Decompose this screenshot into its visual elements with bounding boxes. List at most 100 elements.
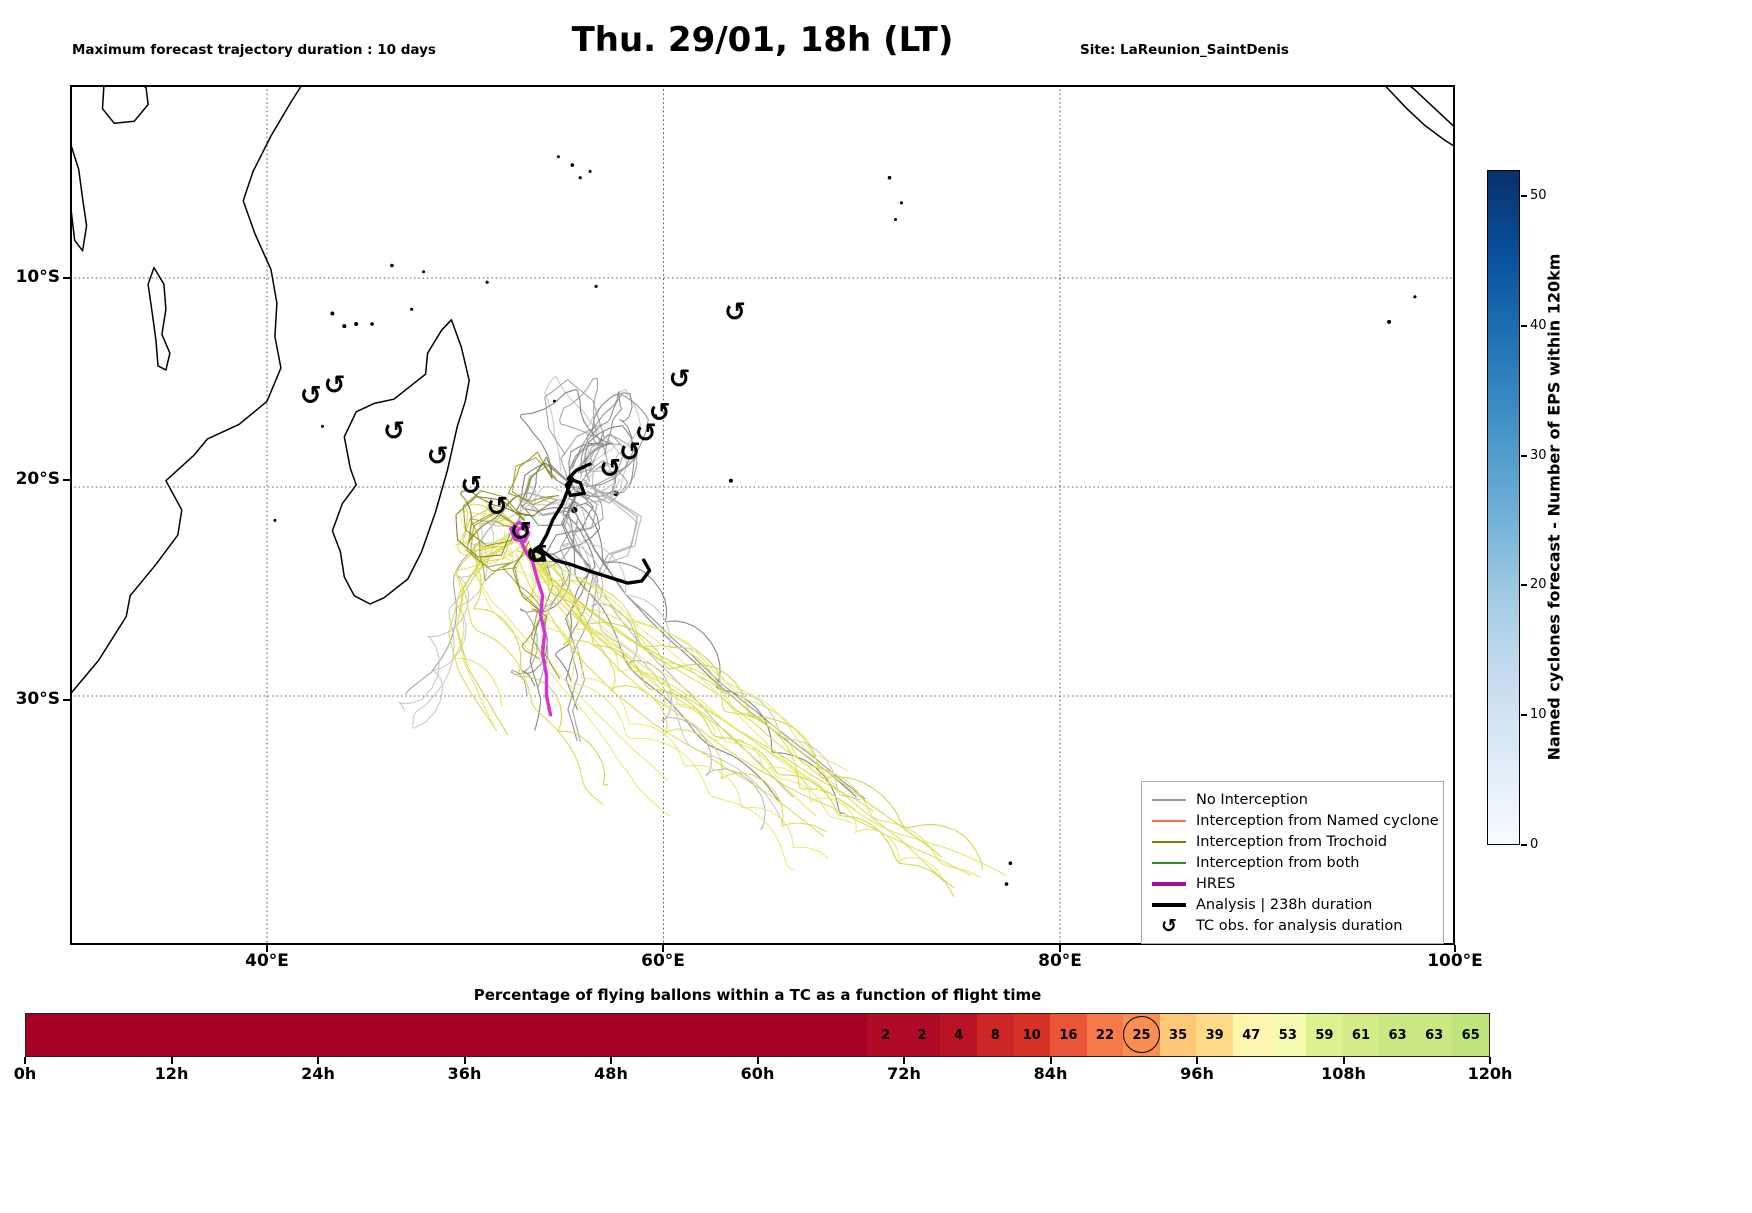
colorbar-tick-label: 50 [1530, 187, 1547, 203]
ensemble-member-interception-trochoid-yellow [472, 540, 609, 786]
ensemble-member-no-interception [544, 375, 616, 472]
ensemble-member-no-interception [568, 514, 781, 804]
ensemble-member-interception-trochoid-olive [469, 518, 530, 582]
island-dot [1387, 319, 1392, 324]
ensemble-member-interception-trochoid-olive [470, 512, 521, 572]
legend-line-swatch [1152, 798, 1186, 801]
flight-bar-cell-value: 35 [1169, 1027, 1188, 1043]
legend-item: Interception from Named cyclone [1152, 810, 1439, 831]
flight-axis-tick-mark [317, 1057, 319, 1064]
ensemble-member-no-interception [559, 377, 609, 469]
ensemble-member-interception-trochoid-olive [507, 451, 560, 502]
island-dot [354, 322, 359, 326]
flight-bar-cell-value: 2 [880, 1027, 891, 1043]
island-dot [321, 424, 324, 428]
ensemble-member-interception-trochoid-yellow [531, 557, 1007, 877]
legend-item: Analysis | 238h duration [1152, 894, 1433, 915]
island-dot [594, 284, 598, 288]
flight-axis-tick-mark [756, 1057, 759, 1064]
legend-item: HRES [1152, 873, 1433, 894]
flight-axis-tick-label: 60h [740, 1064, 775, 1083]
ensemble-member-interception-trochoid-yellow [455, 537, 604, 806]
flight-bar-cell-value: 10 [1022, 1027, 1041, 1043]
flight-bar-zero-segment [26, 1014, 868, 1056]
tc-obs-symbol: ↺ [599, 454, 621, 484]
x-axis-tick-label: 100°E [1427, 951, 1483, 971]
legend-item: ↺ TC obs. for analysis duration [1152, 915, 1433, 936]
flight-axis-tick-mark [1049, 1057, 1052, 1064]
ensemble-member-no-interception [571, 391, 623, 469]
ensemble-member-no-interception [536, 490, 598, 689]
flight-axis-tick-mark [24, 1057, 26, 1064]
flight-bar-circle-marker [1123, 1016, 1161, 1053]
flight-bar-cell-value: 63 [1425, 1027, 1444, 1043]
ensemble-member-no-interception [529, 490, 594, 731]
ensemble-member-interception-trochoid-yellow [538, 560, 943, 877]
ensemble-member-interception-trochoid-olive [513, 540, 548, 664]
island-dot [654, 414, 658, 418]
x-axis-tick-label: 40°E [245, 951, 289, 971]
y-axis-tick-label: 30°S [15, 689, 60, 709]
colorbar-tick-label: 10 [1530, 707, 1547, 723]
flight-bar-cell: 2 [867, 1014, 904, 1056]
flight-axis-tick-mark [170, 1057, 173, 1064]
ensemble-member-no-interception [568, 392, 634, 487]
colorbar-tick-label: 20 [1530, 577, 1547, 593]
island-dot [410, 307, 414, 311]
island-dot [330, 311, 335, 316]
coastline-lake-malawi [147, 266, 171, 371]
ensemble-member-no-interception [580, 393, 649, 485]
y-axis-tick-mark [63, 479, 70, 481]
flight-axis-tick-label: 48h [594, 1064, 628, 1083]
ensemble-member-interception-trochoid-yellow [515, 560, 829, 860]
flight-axis-tick-label: 84h [1033, 1064, 1068, 1083]
flight-axis-tick-label: 12h [154, 1064, 189, 1083]
flight-time-colorbar: 2 2 4 8 10 16 22 25 35 39 47 53 59 61 63 63 65 [25, 1013, 1490, 1057]
flight-bar-cell: 10 [1013, 1014, 1051, 1056]
flight-bar-cell-value: 65 [1461, 1027, 1480, 1043]
x-axis-tick-label: 80°E [1038, 951, 1082, 971]
legend-swatch: ↺ [1152, 916, 1186, 935]
ensemble-member-interception-trochoid-yellow [459, 509, 527, 562]
ensemble-member-no-interception [578, 459, 629, 504]
ensemble-member-interception-trochoid-olive [512, 541, 561, 679]
flight-bar-title: Percentage of flying ballons within a TC… [473, 986, 1042, 1004]
flight-bar-cell-value: 2 [917, 1027, 927, 1043]
legend-label: TC obs. for analysis duration [1196, 917, 1403, 934]
ensemble-member-interception-trochoid-yellow [515, 549, 983, 871]
tc-obs-symbol: ↺ [724, 297, 746, 327]
tc-obs-symbol: ↺ [669, 364, 691, 394]
ensemble-member-no-interception [586, 389, 642, 472]
colorbar-tick-mark [1521, 194, 1527, 197]
flight-axis-tick-mark [903, 1057, 905, 1064]
ensemble-member-interception-trochoid-olive [515, 456, 558, 517]
colorbar-label: Named cyclones forecast - Number of EPS … [1544, 253, 1564, 761]
flight-axis-tick-mark [1196, 1057, 1198, 1064]
ensemble-member-no-interception [519, 462, 575, 526]
flight-bar-cell: 61 [1342, 1014, 1380, 1056]
y-axis-tick-mark [63, 277, 70, 279]
island-dot [485, 280, 489, 284]
tc-obs-symbol: ↺ [324, 371, 346, 401]
legend-swatch [1152, 902, 1186, 907]
ensemble-member-no-interception [581, 465, 621, 499]
flight-bar-cell-value: 8 [990, 1027, 1000, 1043]
flight-bar-cell: 59 [1306, 1014, 1343, 1056]
tc-obs-symbol: ↺ [300, 381, 322, 411]
flight-bar-cell: 47 [1232, 1014, 1270, 1056]
legend-swatch [1152, 881, 1186, 886]
legend-line-swatch [1152, 881, 1186, 886]
flight-axis-tick-label: 24h [301, 1064, 335, 1083]
map-legend: No Interception Interception from Named c… [1141, 781, 1444, 944]
flight-axis-tick-label: 72h [887, 1064, 921, 1083]
legend-label: No Interception [1196, 791, 1308, 808]
ensemble-member-interception-trochoid-yellow [520, 536, 856, 811]
flight-axis-tick-label: 120h [1467, 1064, 1513, 1083]
colorbar-tick-mark [1521, 714, 1527, 717]
legend-label: Interception from Named cyclone [1196, 812, 1439, 829]
colorbar-tick-mark [1521, 844, 1527, 846]
ensemble-member-interception-trochoid-yellow [524, 545, 942, 858]
ensemble-member-interception-trochoid-yellow [539, 550, 847, 805]
tc-obs-symbol: ↺ [649, 398, 671, 428]
legend-swatch [1152, 840, 1186, 843]
